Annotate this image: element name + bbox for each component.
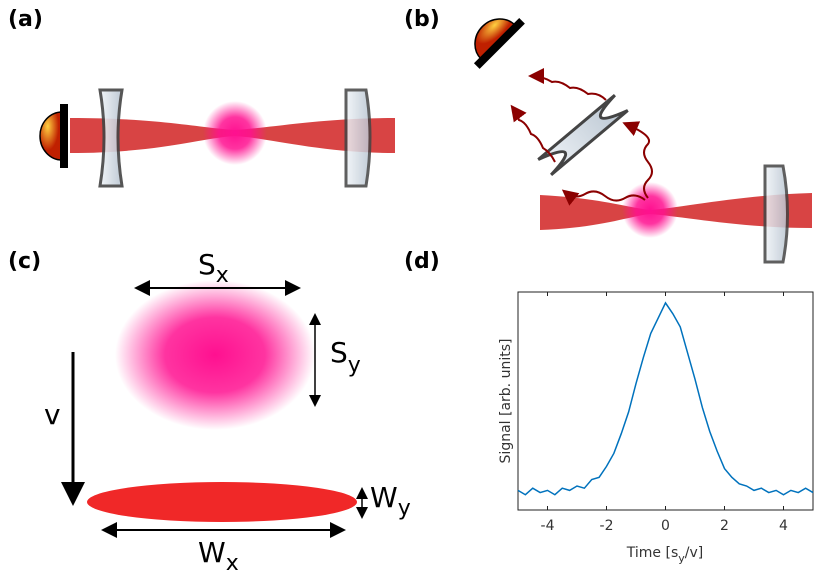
x-tick-label: 2 — [720, 518, 729, 534]
x-tick-label: 0 — [661, 518, 670, 534]
cloud — [115, 280, 315, 430]
panel-c: Sx Sy v Wy Wx — [44, 248, 411, 576]
panel-b — [473, 17, 812, 264]
mirror — [763, 164, 789, 264]
panel-label: (b) — [404, 7, 440, 32]
x-tick-label: 4 — [779, 518, 788, 534]
atom-cloud — [622, 182, 678, 238]
lens — [537, 94, 629, 176]
detector — [39, 111, 63, 161]
panel-label: (c) — [8, 249, 41, 274]
beam-profile — [87, 482, 357, 522]
x-tick-label: -2 — [600, 518, 614, 534]
x-axis-label: Time [sy/v] — [626, 545, 703, 565]
label: Wy — [370, 481, 411, 521]
atom-cloud — [203, 101, 267, 165]
x-tick-label: -4 — [541, 518, 555, 534]
photon-paths — [510, 68, 653, 206]
mirror — [344, 88, 372, 188]
lens — [98, 88, 124, 188]
detector — [473, 17, 525, 69]
chart: Signal [arb. units] Time [sy/v] -4 -2 0 2 4 — [498, 291, 814, 565]
signal-line — [517, 301, 814, 496]
y-axis-label: Signal [arb. units] — [498, 339, 514, 464]
label: Sx — [198, 248, 229, 288]
label: Sy — [330, 336, 361, 378]
panel-a — [39, 88, 395, 188]
panel-label: (d) — [404, 249, 440, 274]
plot-frame — [517, 291, 814, 511]
detector-plate — [60, 104, 68, 168]
panel-labels: (a) (b) (c) (d) — [8, 7, 440, 274]
label: v — [44, 398, 61, 431]
label: Wx — [198, 536, 239, 576]
panel-label: (a) — [8, 7, 43, 32]
